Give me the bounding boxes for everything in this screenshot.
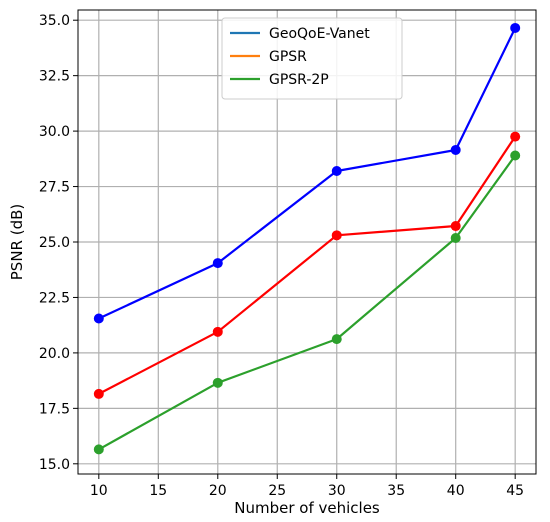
- legend-label: GPSR: [269, 49, 307, 65]
- x-tick-label: 35: [387, 483, 405, 499]
- data-point: [331, 230, 342, 241]
- series-geoqoe-vanet: [93, 22, 521, 324]
- x-tick-label: 30: [328, 483, 346, 499]
- series-gpsr-2p: [93, 150, 521, 455]
- data-point: [510, 131, 521, 142]
- y-tick-label: 25.0: [39, 235, 70, 251]
- grid-lines: [78, 10, 536, 474]
- y-tick-label: 32.5: [39, 69, 70, 85]
- data-point: [510, 150, 521, 161]
- y-tick-label: 17.5: [39, 401, 70, 417]
- data-point: [93, 313, 104, 324]
- x-tick-label: 45: [506, 483, 524, 499]
- data-point: [510, 22, 521, 33]
- series-layer: [93, 22, 521, 455]
- data-point: [93, 388, 104, 399]
- data-point: [331, 334, 342, 345]
- x-tick-label: 10: [90, 483, 108, 499]
- y-axis-ticks: 15.0 17.5 20.0 22.5 25.0 27.5 30.0 32.5 35.0: [39, 13, 78, 473]
- y-axis-label: PSNR (dB): [8, 204, 26, 281]
- y-tick-label: 20.0: [39, 346, 70, 362]
- y-tick-label: 22.5: [39, 290, 70, 306]
- series-gpsr: [93, 131, 521, 399]
- legend-box: [221, 17, 403, 100]
- data-point: [93, 444, 104, 455]
- x-tick-label: 40: [447, 483, 465, 499]
- x-tick-label: 25: [268, 483, 286, 499]
- data-point: [212, 258, 223, 269]
- data-point: [212, 377, 223, 388]
- legend: GeoQoE-Vanet GPSR GPSR-2P: [221, 17, 403, 100]
- data-point: [450, 221, 461, 232]
- x-axis-label: Number of vehicles: [234, 499, 380, 517]
- data-point: [450, 144, 461, 155]
- x-tick-label: 15: [149, 483, 167, 499]
- data-point: [450, 233, 461, 244]
- data-point: [212, 326, 223, 337]
- legend-label: GPSR-2P: [269, 72, 329, 88]
- y-tick-label: 15.0: [39, 457, 70, 473]
- legend-label: GeoQoE-Vanet: [269, 26, 370, 42]
- y-tick-label: 27.5: [39, 180, 70, 196]
- y-tick-label: 35.0: [39, 13, 70, 29]
- data-point: [331, 166, 342, 177]
- x-axis-ticks: 10 15 20 25 30 35 40 45: [90, 474, 524, 499]
- y-tick-label: 30.0: [39, 124, 70, 140]
- x-tick-label: 20: [209, 483, 227, 499]
